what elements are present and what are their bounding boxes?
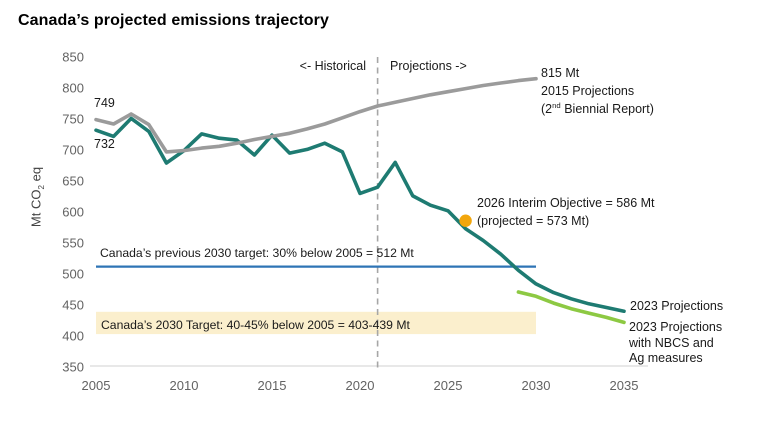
y-tick-label: 600 [62,205,84,220]
x-tick-label: 2010 [170,378,199,393]
projections-2023-label: 2023 Projections [630,299,724,313]
projections-2023-nbcs-line [516,290,626,325]
y-tick-label: 750 [62,112,84,127]
y-tick-label: 350 [62,360,84,375]
x-tick-label: 2035 [610,378,639,393]
interim-objective-line2: (projected = 573 Mt) [477,214,590,228]
y-tick-label: 400 [62,329,84,344]
x-tick-label: 2020 [346,378,375,393]
projections-2023-nbcs-line1: 2023 Projections [629,320,723,334]
y-tick-label: 550 [62,236,84,251]
projections-2015-source: (2nd Biennial Report) [541,100,654,116]
projections-2023-nbcs-line3: Ag measures [629,351,703,365]
x-tick-label: 2025 [434,378,463,393]
historical-phase-label: <- Historical [299,59,366,73]
x-tick-label: 2015 [258,378,287,393]
y-tick-label: 500 [62,267,84,282]
chart-title: Canada’s projected emissions trajectory [18,12,329,29]
y-tick-label: 800 [62,81,84,96]
interim-objective-label: 2026 Interim Objective = 586 Mt (project… [477,194,655,230]
y-axis-title: Mt CO2 eq [28,166,47,228]
projections-2015-label: 815 Mt 2015 Projections (2nd Biennial Re… [541,64,654,118]
y-tick-label: 700 [62,143,84,158]
previous-target-label: Canada’s previous 2030 target: 30% below… [100,246,414,260]
projections-2015-value: 815 Mt [541,66,580,80]
projections-2023-nbcs-label: 2023 Projections with NBCS and Ag measur… [629,320,722,367]
projections-2023-nbcs-line2: with NBCS and [629,335,714,350]
projections-2015-name: 2015 Projections [541,84,635,98]
y-tick-label: 650 [62,174,84,189]
projections-2015-line [94,76,538,154]
target-2030-band [96,311,536,335]
x-tick-label: 2030 [522,378,551,393]
target-2030-label: Canada’s 2030 Target: 40-45% below 2005 … [101,318,410,332]
y-tick-label: 850 [62,50,84,65]
interim-objective-dot [459,214,472,227]
x-tick-label: 2005 [82,378,111,393]
projections-phase-label: Projections -> [390,59,467,73]
y-tick-label: 450 [62,298,84,313]
interim-objective-line1: 2026 Interim Objective = 586 Mt [477,196,655,210]
teal-series-start-value: 732 [94,137,115,151]
grey-series-start-value: 749 [94,96,115,110]
